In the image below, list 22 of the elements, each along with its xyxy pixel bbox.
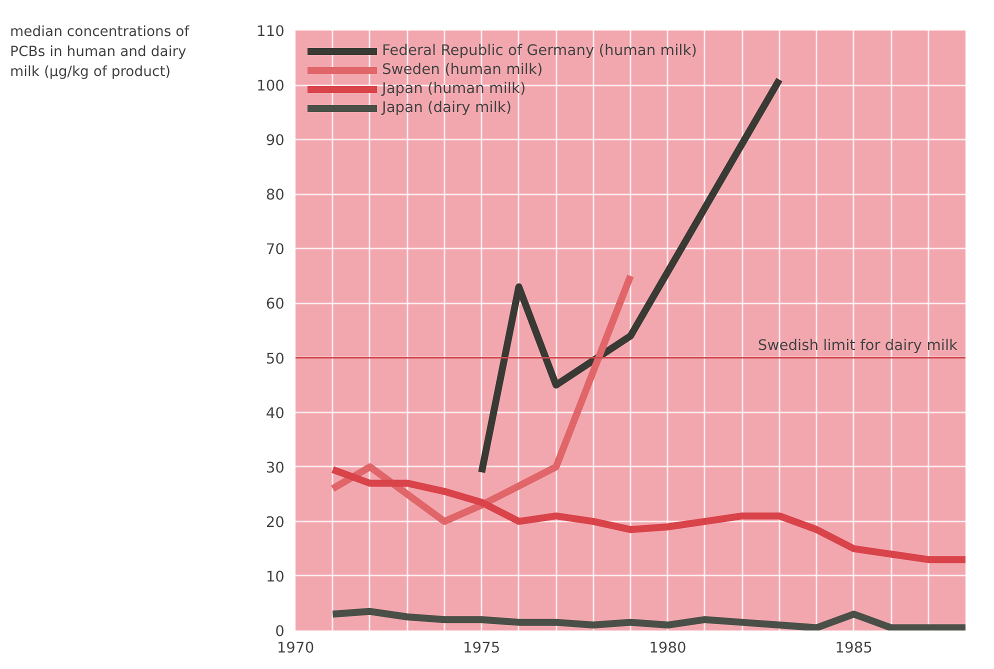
y-tick-label: 0 [275, 623, 285, 640]
x-tick-label: 1985 [835, 640, 872, 656]
legend-label: Federal Republic of Germany (human milk) [382, 42, 697, 59]
x-tick-label: 1980 [649, 640, 686, 656]
y-tick-label: 90 [266, 132, 285, 150]
y-tick-label: 60 [266, 296, 285, 313]
x-tick-label: 1975 [462, 640, 500, 656]
ref-line-label: Swedish limit for dairy milk [758, 336, 958, 354]
y-tick-label: 20 [266, 514, 285, 531]
legend-label: Japan (dairy milk) [382, 99, 512, 116]
y-tick-label: 80 [266, 186, 285, 204]
y-tick-label: 30 [266, 459, 285, 476]
x-tick-label: 1970 [276, 640, 314, 656]
legend-label: Japan (human milk) [382, 80, 526, 97]
y-tick-label: 10 [266, 568, 285, 586]
y-axis-title: median concentrations of PCBs in human and dairy milk (µg/kg of product) [10, 23, 190, 82]
y-tick-label: 110 [256, 23, 285, 40]
legend-label: Sweden (human milk) [382, 61, 543, 78]
y-tick-label: 50 [266, 350, 285, 368]
y-tick-label: 100 [256, 78, 285, 95]
y-tick-label: 70 [266, 241, 285, 258]
y-tick-label: 40 [266, 404, 285, 422]
